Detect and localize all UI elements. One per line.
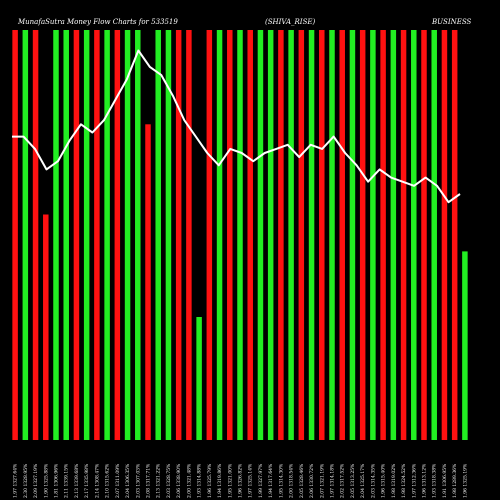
x-tick-label: 1.96 1325.79% [207, 463, 213, 498]
x-tick-label: 1.98 1324.52% [401, 463, 407, 498]
x-tick-label: 1.96 1313.12% [422, 463, 428, 498]
x-tick-label: 2.02 1317.52% [340, 463, 346, 498]
bar-9 [94, 30, 100, 440]
x-tick-label: 1.94 1317.64% [268, 463, 274, 498]
bar-21 [216, 30, 223, 440]
bar-6 [63, 30, 69, 440]
x-tick-label: 1.93 1318.38% [432, 463, 438, 498]
bar-25 [257, 30, 264, 440]
x-tick-label: 2.03 1314.35% [370, 463, 376, 498]
bar-27 [278, 30, 284, 440]
x-tick-label: 2.03 1307.03% [135, 463, 141, 498]
bar-37 [380, 30, 386, 440]
money-flow-line [12, 49, 461, 204]
x-tick-label: 2.08 1317.71% [146, 463, 152, 498]
x-tick-label: 1.94 1319.86% [217, 463, 223, 498]
line-layer [12, 49, 461, 204]
x-tick-label: 2.13 1339.68% [74, 463, 80, 498]
x-tick-label: 2.10 1315.62% [105, 463, 111, 498]
x-tick-label: 1.93 1314.88% [197, 463, 203, 498]
bar-33 [339, 30, 345, 440]
x-tick-label: 1.98 1289.36% [452, 463, 458, 498]
chart-subtitle-right: BUSINESS [431, 18, 472, 26]
x-tick-label: 2.11 1339.15% [64, 463, 70, 498]
x-tick-label: 1.91 1306.95% [442, 463, 448, 498]
bar-19 [196, 317, 202, 440]
x-tick-label: 2.09 1327.19% [33, 463, 39, 498]
x-tick-label: 1.97 1327.64% [13, 463, 19, 498]
x-tick-label: 1.95 1321.00% [227, 463, 233, 498]
bar-20 [206, 30, 213, 440]
bar-5 [53, 30, 59, 440]
x-tick-label: 2.07 1311.09% [115, 463, 121, 498]
bar-42 [431, 30, 437, 440]
bar-28 [288, 30, 294, 440]
x-tick-label: 1.96 1315.40% [381, 463, 387, 498]
bar-39 [400, 30, 407, 440]
bar-32 [329, 30, 335, 440]
x-tick-label: 2.05 1328.46% [299, 463, 305, 498]
chart-title: MunafaSutra Money Flow Charts for 533519 [17, 18, 178, 26]
x-tick-label: 2.04 1325.17% [360, 463, 366, 498]
bar-15 [155, 30, 161, 440]
bar-14 [145, 124, 151, 441]
bar-30 [308, 30, 315, 440]
chart-subtitle-middle: (SHIVA_RISE) [265, 18, 315, 26]
bar-45 [462, 251, 468, 440]
x-tick-label: 2.04 1306.35% [125, 463, 131, 498]
x-tick-label: 2.17 1335.98% [84, 463, 90, 498]
x-tick-label: 1.97 1312.36% [411, 463, 417, 498]
bar-31 [319, 30, 325, 440]
x-tick-label: 2.00 1318.54% [289, 463, 295, 498]
x-tick-label: 1.95 1314.30% [278, 463, 284, 498]
x-tick-label: 2.14 1308.47% [94, 463, 100, 498]
bar-16 [165, 30, 172, 440]
bar-41 [421, 30, 427, 440]
tick-labels-layer: 1.97 1327.64% 2.30 1328.95% 2.09 1327.19% 1… [13, 463, 469, 498]
bar-36 [370, 30, 376, 440]
bar-38 [390, 30, 397, 440]
x-tick-label: 2.03 1328.75% [166, 463, 172, 498]
bar-22 [227, 30, 233, 440]
bar-12 [124, 30, 131, 440]
bar-18 [186, 30, 192, 440]
bar-29 [298, 30, 305, 440]
x-tick-label: 2.13 1321.22% [156, 463, 162, 498]
x-tick-label: 1.98 1319.02% [391, 463, 397, 498]
x-tick-label: 2.05 1313.25% [350, 463, 356, 498]
x-tick-label: 1.90 1325.88% [43, 463, 49, 498]
x-tick-label: 1.96 1326.82% [238, 463, 244, 498]
bars-layer [12, 30, 468, 441]
bar-43 [441, 30, 448, 440]
bar-23 [237, 30, 243, 440]
bar-24 [247, 30, 253, 440]
bar-44 [451, 30, 458, 440]
bar-8 [83, 30, 90, 440]
x-tick-label: 2.07 1321.19% [319, 463, 325, 498]
bar-7 [73, 30, 80, 440]
bar-35 [359, 30, 366, 440]
bar-2 [22, 30, 29, 440]
bar-11 [114, 30, 121, 440]
x-tick-label: 1.97 1325.14% [248, 463, 254, 498]
x-tick-label: 2.00 1321.48% [186, 463, 192, 498]
bar-26 [267, 30, 274, 440]
x-tick-label: 1.81 1306.96% [54, 463, 60, 498]
x-tick-label: 2.30 1328.95% [23, 463, 29, 498]
bar-1 [12, 30, 18, 440]
bar-13 [135, 30, 141, 440]
x-tick-label: 1.96 1325.19% [462, 463, 468, 498]
bar-3 [32, 30, 39, 440]
bar-17 [175, 30, 182, 440]
bar-4 [43, 214, 49, 440]
bar-10 [104, 30, 110, 440]
x-tick-label: 2.06 1330.72% [309, 463, 315, 498]
bar-40 [411, 30, 417, 440]
bar-34 [349, 30, 356, 440]
x-tick-label: 1.97 1314.18% [330, 463, 336, 498]
x-tick-label: 2.06 1338.90% [176, 463, 182, 498]
x-tick-label: 1.99 1327.97% [258, 463, 264, 498]
